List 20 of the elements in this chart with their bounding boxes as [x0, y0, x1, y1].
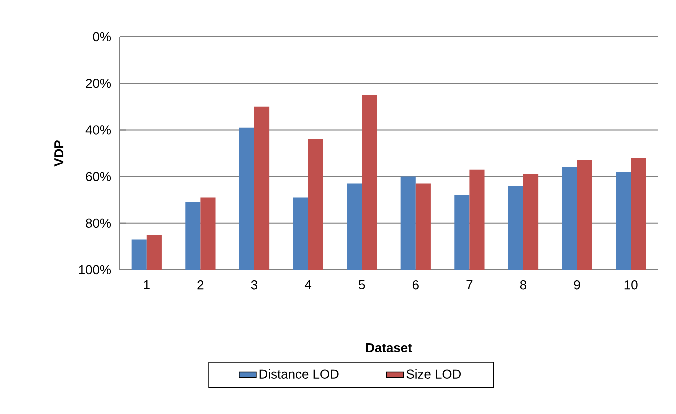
- legend-label: Size LOD: [406, 369, 462, 379]
- x-tick-label: 1: [144, 280, 150, 290]
- y-tick-label: 100%: [79, 265, 112, 275]
- y-tick-label: 60%: [86, 172, 112, 182]
- x-tick-label: 4: [304, 280, 312, 290]
- x-tick-label: 7: [466, 280, 473, 290]
- legend-label: Distance LOD: [260, 369, 339, 379]
- x-tick-label: 8: [520, 280, 527, 290]
- x-tick-label: 5: [359, 280, 366, 290]
- x-tick-label: 3: [251, 280, 258, 290]
- y-tick-label: 20%: [86, 79, 112, 88]
- y-tick-label: 80%: [86, 218, 112, 228]
- x-axis-title: Dataset: [366, 344, 412, 353]
- y-tick-label: 40%: [86, 126, 112, 135]
- y-axis-title: VDP: [54, 140, 64, 167]
- x-tick-label: 6: [412, 280, 419, 290]
- y-tick-label: 0%: [93, 32, 112, 42]
- x-tick-label: 10: [624, 280, 638, 290]
- x-tick-label: 9: [574, 280, 580, 290]
- x-tick-label: 2: [198, 280, 204, 290]
